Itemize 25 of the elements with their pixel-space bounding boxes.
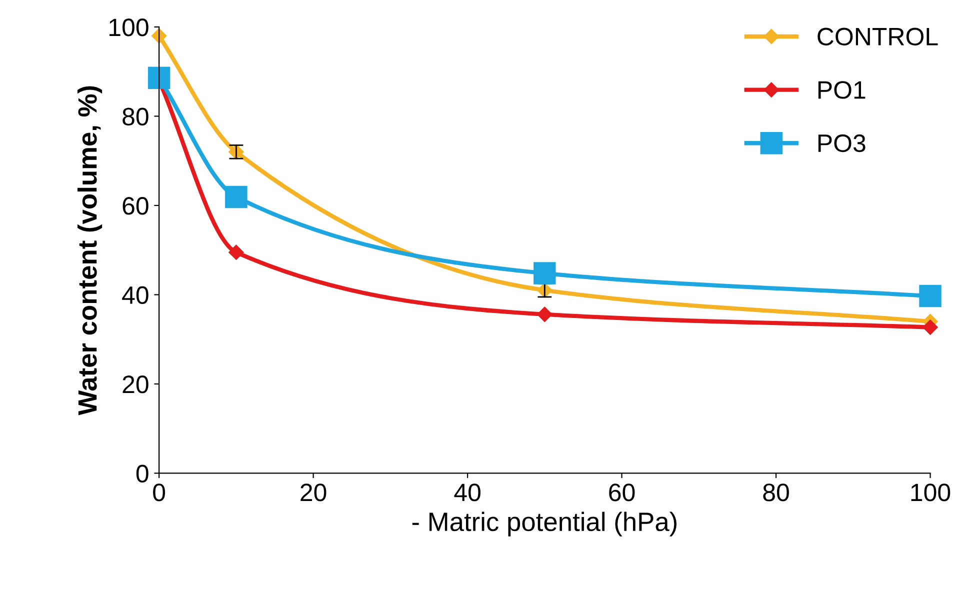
y-tick-label: 0 (136, 464, 148, 483)
point (228, 244, 244, 260)
x-tick-label: 100 (911, 484, 950, 502)
legend-label: PO1 (818, 81, 866, 99)
x-tick-label: 20 (300, 484, 326, 502)
point (537, 306, 552, 322)
y-tick-label: 60 (122, 197, 148, 215)
point (225, 186, 248, 208)
x-tick-label: 80 (763, 484, 789, 502)
point (919, 284, 942, 308)
y-axis-title: Water content (volume, %) (77, 86, 102, 416)
y-tick-label: 80 (122, 108, 148, 126)
y-tick-label: 40 (122, 286, 148, 304)
x-tick-label: 40 (454, 484, 480, 502)
x-axis-title: - Matric potential (hPa) (412, 512, 676, 536)
x-tick-label: 60 (609, 484, 635, 502)
point (922, 320, 938, 335)
legend-label: CONTROL (818, 28, 938, 46)
point (151, 28, 167, 44)
y-tick-label: 20 (122, 376, 148, 394)
point (534, 262, 556, 284)
y-tick-label: 100 (110, 18, 148, 36)
legend-label: PO3 (818, 134, 866, 152)
point (148, 66, 170, 89)
x-tick-label: 0 (153, 484, 166, 502)
